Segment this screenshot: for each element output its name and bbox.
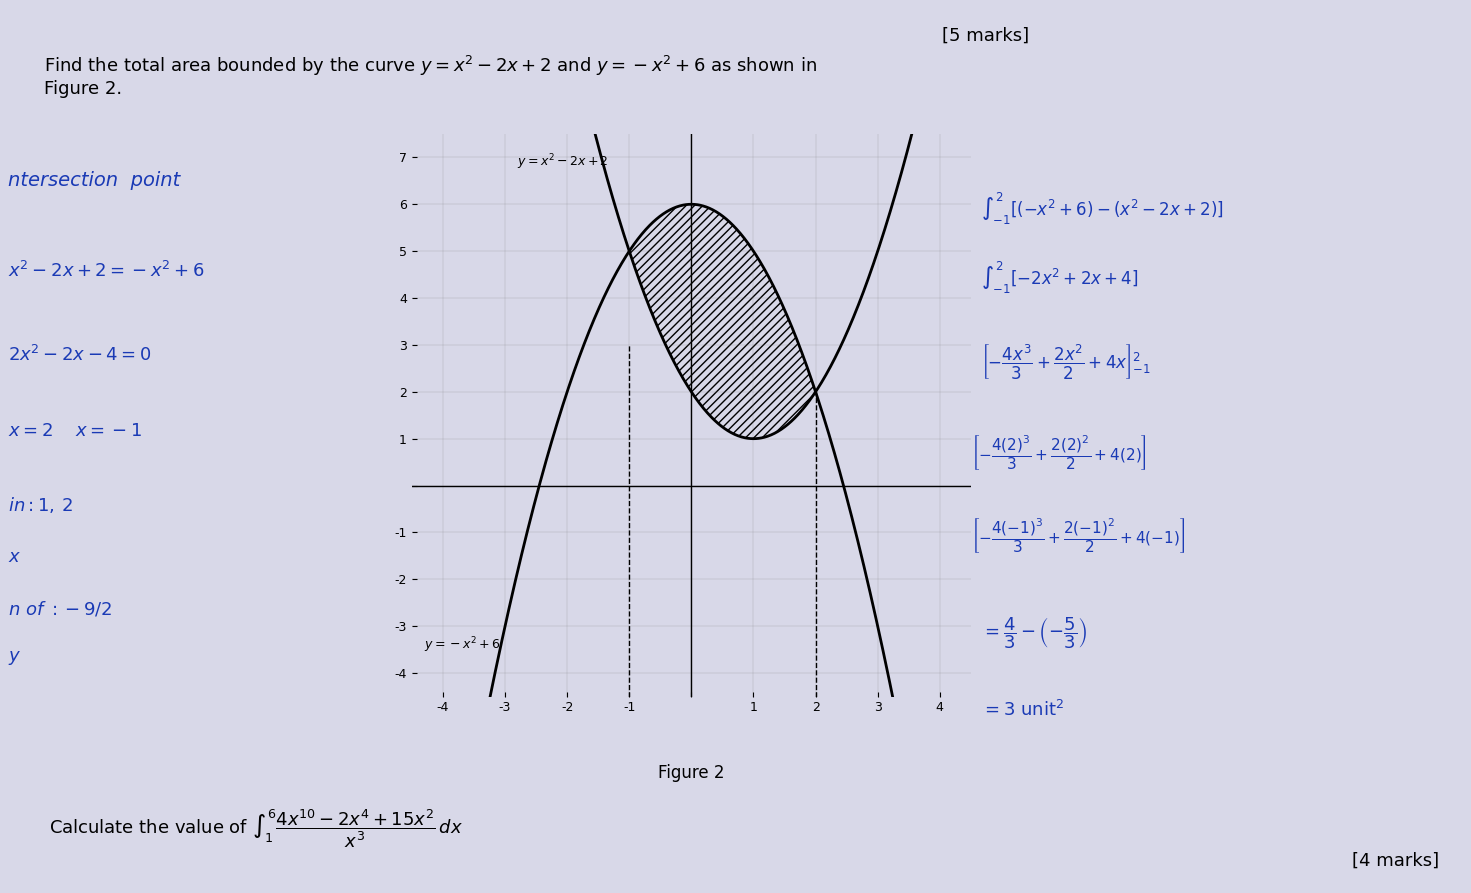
Text: $y = x^2 - 2x +2$: $y = x^2 - 2x +2$ xyxy=(518,153,609,172)
Text: $= 3\ \mathrm{unit}^2$: $= 3\ \mathrm{unit}^2$ xyxy=(981,700,1064,720)
Text: ntersection  point: ntersection point xyxy=(9,171,181,190)
Text: $=\dfrac{4}{3}-\left(-\dfrac{5}{3}\right)$: $=\dfrac{4}{3}-\left(-\dfrac{5}{3}\right… xyxy=(981,615,1087,651)
Text: $\int_{-1}^{2}[(-x^2+6)-(x^2-2x+2)]$: $\int_{-1}^{2}[(-x^2+6)-(x^2-2x+2)]$ xyxy=(981,190,1224,227)
Text: $2x^2 - 2x - 4 = 0$: $2x^2 - 2x - 4 = 0$ xyxy=(9,345,152,365)
Text: Find the total area bounded by the curve $y = x^2 - 2x + 2$ and $y = -x^2 + 6$ a: Find the total area bounded by the curve… xyxy=(44,54,816,98)
Text: $\left[-\dfrac{4(2)^3}{3}+\dfrac{2(2)^2}{2}+4(2)\right]$: $\left[-\dfrac{4(2)^3}{3}+\dfrac{2(2)^2}… xyxy=(971,433,1147,472)
Text: $x^2 - 2x + 2 = -x^2 + 6$: $x^2 - 2x + 2 = -x^2 + 6$ xyxy=(9,262,204,281)
Text: [5 marks]: [5 marks] xyxy=(941,27,1030,46)
Text: $x$: $x$ xyxy=(9,548,22,566)
Text: Calculate the value of $\int_{1}^{6}\dfrac{4x^{10}-2x^4+15x^2}{x^3}\,dx$: Calculate the value of $\int_{1}^{6}\dfr… xyxy=(49,807,462,850)
Text: Figure 2: Figure 2 xyxy=(658,764,725,782)
Text: [4 marks]: [4 marks] xyxy=(1352,852,1440,870)
Text: $in : 1,\,2$: $in : 1,\,2$ xyxy=(9,495,74,514)
Text: $x = 2$    $x = -1$: $x = 2$ $x = -1$ xyxy=(9,422,143,440)
Text: $\left[-\dfrac{4x^3}{3}+\dfrac{2x^2}{2}+4x\right]_{-1}^{2}$: $\left[-\dfrac{4x^3}{3}+\dfrac{2x^2}{2}+… xyxy=(981,342,1150,381)
Text: $y$: $y$ xyxy=(9,649,22,667)
Text: $n$ of $: -9/2$: $n$ of $: -9/2$ xyxy=(9,599,112,619)
Text: $y = -x^2 +6$: $y = -x^2 +6$ xyxy=(424,636,502,655)
Text: $\left[-\dfrac{4(-1)^3}{3}+\dfrac{2(-1)^2}{2}+4(-1)\right]$: $\left[-\dfrac{4(-1)^3}{3}+\dfrac{2(-1)^… xyxy=(971,516,1186,555)
Text: $\int_{-1}^{2}[-2x^2+2x+4]$: $\int_{-1}^{2}[-2x^2+2x+4]$ xyxy=(981,260,1139,296)
